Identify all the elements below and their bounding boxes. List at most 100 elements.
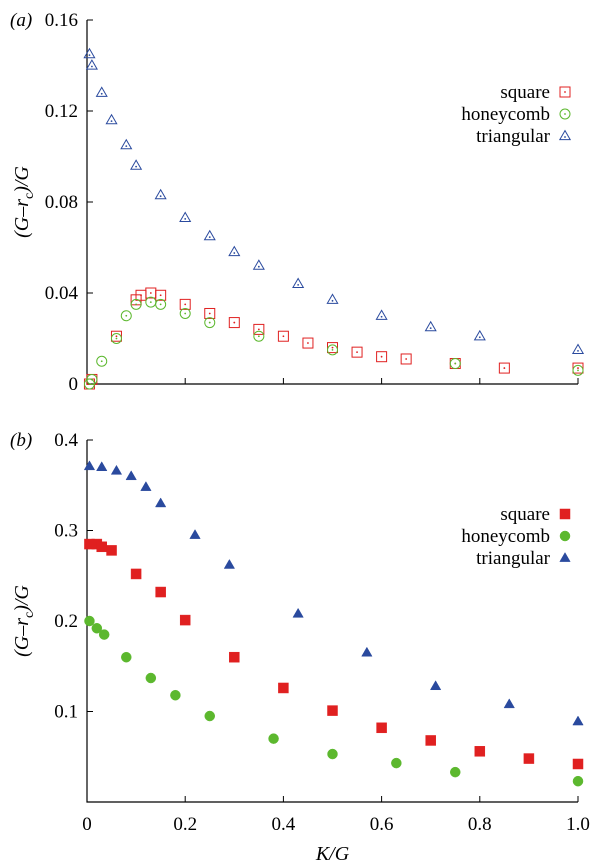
marker-center-dot	[125, 145, 128, 148]
data-point-honeycomb	[84, 615, 95, 627]
x-tick-label: 0.6	[370, 814, 394, 835]
data-point-honeycomb	[130, 298, 142, 310]
legend-marker-triangular	[558, 129, 572, 141]
legend-label-honeycomb: honeycomb	[461, 104, 550, 125]
data-point-honeycomb	[572, 775, 584, 787]
marker-center-dot	[380, 315, 383, 318]
data-point-square	[474, 746, 486, 757]
marker-center-dot	[110, 120, 113, 122]
data-point-square	[155, 586, 166, 598]
marker-center-dot	[135, 165, 138, 168]
marker-center-dot	[257, 265, 260, 268]
data-point-triangular	[179, 211, 192, 223]
data-point-honeycomb	[96, 355, 108, 367]
data-point-triangular	[429, 680, 442, 691]
legend-label-square: square	[500, 82, 550, 103]
marker-center-dot	[149, 292, 152, 294]
axis-lines	[86, 20, 578, 385]
data-point-square	[229, 651, 240, 663]
data-point-honeycomb	[450, 766, 461, 778]
marker-center-dot	[257, 328, 260, 331]
data-point-honeycomb	[91, 622, 103, 634]
marker-center-dot	[331, 299, 334, 302]
marker-center-dot	[135, 303, 138, 306]
data-point-triangular	[503, 698, 515, 709]
data-point-square	[498, 362, 510, 374]
series-triangular	[83, 47, 585, 354]
legend-label-triangular: triangular	[476, 126, 551, 147]
data-point-square	[96, 541, 107, 553]
y-tick-label: 0.04	[45, 283, 79, 304]
marker-center-dot	[184, 218, 187, 220]
marker-center-dot	[577, 367, 579, 369]
marker-center-dot	[184, 312, 187, 315]
marker-center-dot	[208, 312, 211, 315]
data-point-triangular	[292, 607, 304, 618]
x-tick-label: 0.4	[272, 814, 296, 835]
data-point-honeycomb	[449, 358, 461, 370]
data-point-square	[179, 614, 191, 626]
panel-a: 0 0.04 0.08 0.12 0.16 (a) (G–rc)/G squarehoneyc…	[10, 10, 585, 395]
marker-center-dot	[125, 314, 128, 317]
marker-center-dot	[159, 294, 162, 297]
marker-center-dot	[184, 303, 187, 306]
data-point-triangular	[140, 481, 152, 491]
data-point-honeycomb	[253, 330, 265, 342]
legend-marker-square	[559, 86, 571, 98]
marker-center-dot	[405, 358, 408, 360]
data-point-square	[376, 722, 387, 734]
marker-center-dot	[282, 335, 285, 338]
panel-label: (a)	[10, 10, 32, 31]
data-point-honeycomb	[121, 651, 132, 663]
data-point-triangular	[203, 229, 216, 241]
y-tick-label: 0.12	[45, 101, 78, 122]
y-tick-label: 0.16	[45, 10, 78, 31]
series-honeycomb	[84, 615, 584, 787]
data-point-honeycomb	[98, 629, 110, 640]
y-axis-label: (G–rc)/G	[11, 585, 37, 657]
data-point-triangular	[120, 138, 133, 150]
data-point-triangular	[326, 293, 339, 304]
data-point-honeycomb	[155, 298, 167, 310]
data-point-triangular	[361, 646, 373, 657]
marker-center-dot	[91, 65, 93, 68]
marker-center-dot	[115, 335, 118, 338]
marker-center-dot	[88, 54, 91, 57]
data-point-triangular	[252, 259, 265, 270]
y-tick-label: 0.1	[54, 702, 78, 723]
data-point-square	[228, 317, 240, 329]
legend-marker-honeycomb	[559, 108, 571, 120]
marker-center-dot	[140, 294, 142, 297]
marker-center-dot	[297, 284, 300, 286]
data-point-square	[523, 753, 535, 764]
marker-center-dot	[429, 327, 432, 330]
data-point-square	[204, 307, 216, 319]
marker-center-dot	[356, 351, 358, 354]
data-point-square	[106, 545, 117, 556]
data-point-honeycomb	[327, 748, 338, 760]
data-point-honeycomb	[204, 317, 216, 329]
legend-label-honeycomb: honeycomb	[461, 526, 550, 547]
legend-label-square: square	[500, 504, 550, 525]
marker-center-dot	[564, 91, 566, 93]
marker-center-dot	[91, 378, 93, 381]
data-point-square	[327, 705, 338, 716]
data-point-triangular	[83, 47, 96, 59]
data-point-square	[351, 346, 363, 358]
marker-center-dot	[331, 348, 334, 351]
data-point-square	[277, 330, 289, 342]
marker-center-dot	[307, 342, 309, 344]
legend-marker-honeycomb	[559, 530, 571, 542]
data-point-square	[179, 298, 191, 310]
data-point-square	[130, 568, 142, 580]
marker-center-dot	[100, 360, 103, 363]
data-point-square	[278, 682, 289, 694]
marker-center-dot	[478, 336, 481, 339]
data-point-honeycomb	[327, 344, 338, 356]
data-point-triangular	[424, 320, 437, 332]
data-point-square	[155, 289, 167, 301]
data-point-triangular	[125, 470, 137, 481]
x-tick-label: 0.8	[468, 814, 492, 835]
data-point-square	[376, 351, 388, 363]
